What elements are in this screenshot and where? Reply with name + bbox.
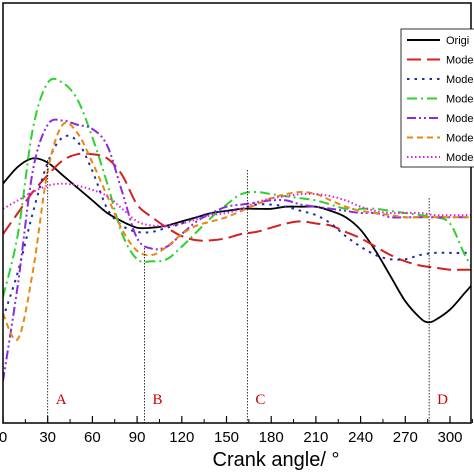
series-line-1 [3,157,471,324]
marker-label-c: C [255,392,265,408]
legend-label-6: Mode [446,133,474,145]
legend-label-5: Mode [446,113,474,125]
legend-label-3: Mode [446,74,474,86]
x-tick-label-240: 240 [348,429,373,446]
series-line-2 [3,152,471,271]
legend: Origi Mode Mode Mode Mode Mode Mode [400,28,474,168]
legend-label-7: Mode [446,152,474,164]
x-tick-label-120: 120 [169,429,194,446]
marker-label-d: D [437,392,448,408]
marker-layer: A B C D [47,160,448,423]
x-tick-label-30: 30 [39,429,56,446]
series-line-5 [3,118,471,382]
x-tick-label-300: 300 [437,429,462,446]
x-tick-label-210: 210 [303,429,328,446]
legend-label-4: Mode [446,94,474,106]
plot-frame [2,2,472,424]
x-tick-label-180: 180 [259,429,284,446]
series-line-6 [3,121,471,342]
x-tick-label-0: 0 [0,429,7,446]
marker-label-a: A [56,392,67,408]
legend-label-2: Mode [446,55,474,67]
series-line-3 [3,134,471,319]
x-axis: 0 30 60 90 120 150 180 210 240 270 300 [0,416,473,446]
x-tick-label-270: 270 [393,429,418,446]
series-line-7 [3,182,471,227]
x-tick-label-90: 90 [129,429,146,446]
x-tick-label-150: 150 [214,429,239,446]
x-axis-title: Crank angle/ ° [213,449,340,471]
legend-label-1: Origi [446,35,469,47]
x-tick-label-60: 60 [84,429,101,446]
series-line-4 [3,77,471,298]
marker-label-b: B [153,392,163,408]
legend-items: Origi Mode Mode Mode Mode Mode Mode [407,35,474,164]
series-layer [3,77,471,382]
